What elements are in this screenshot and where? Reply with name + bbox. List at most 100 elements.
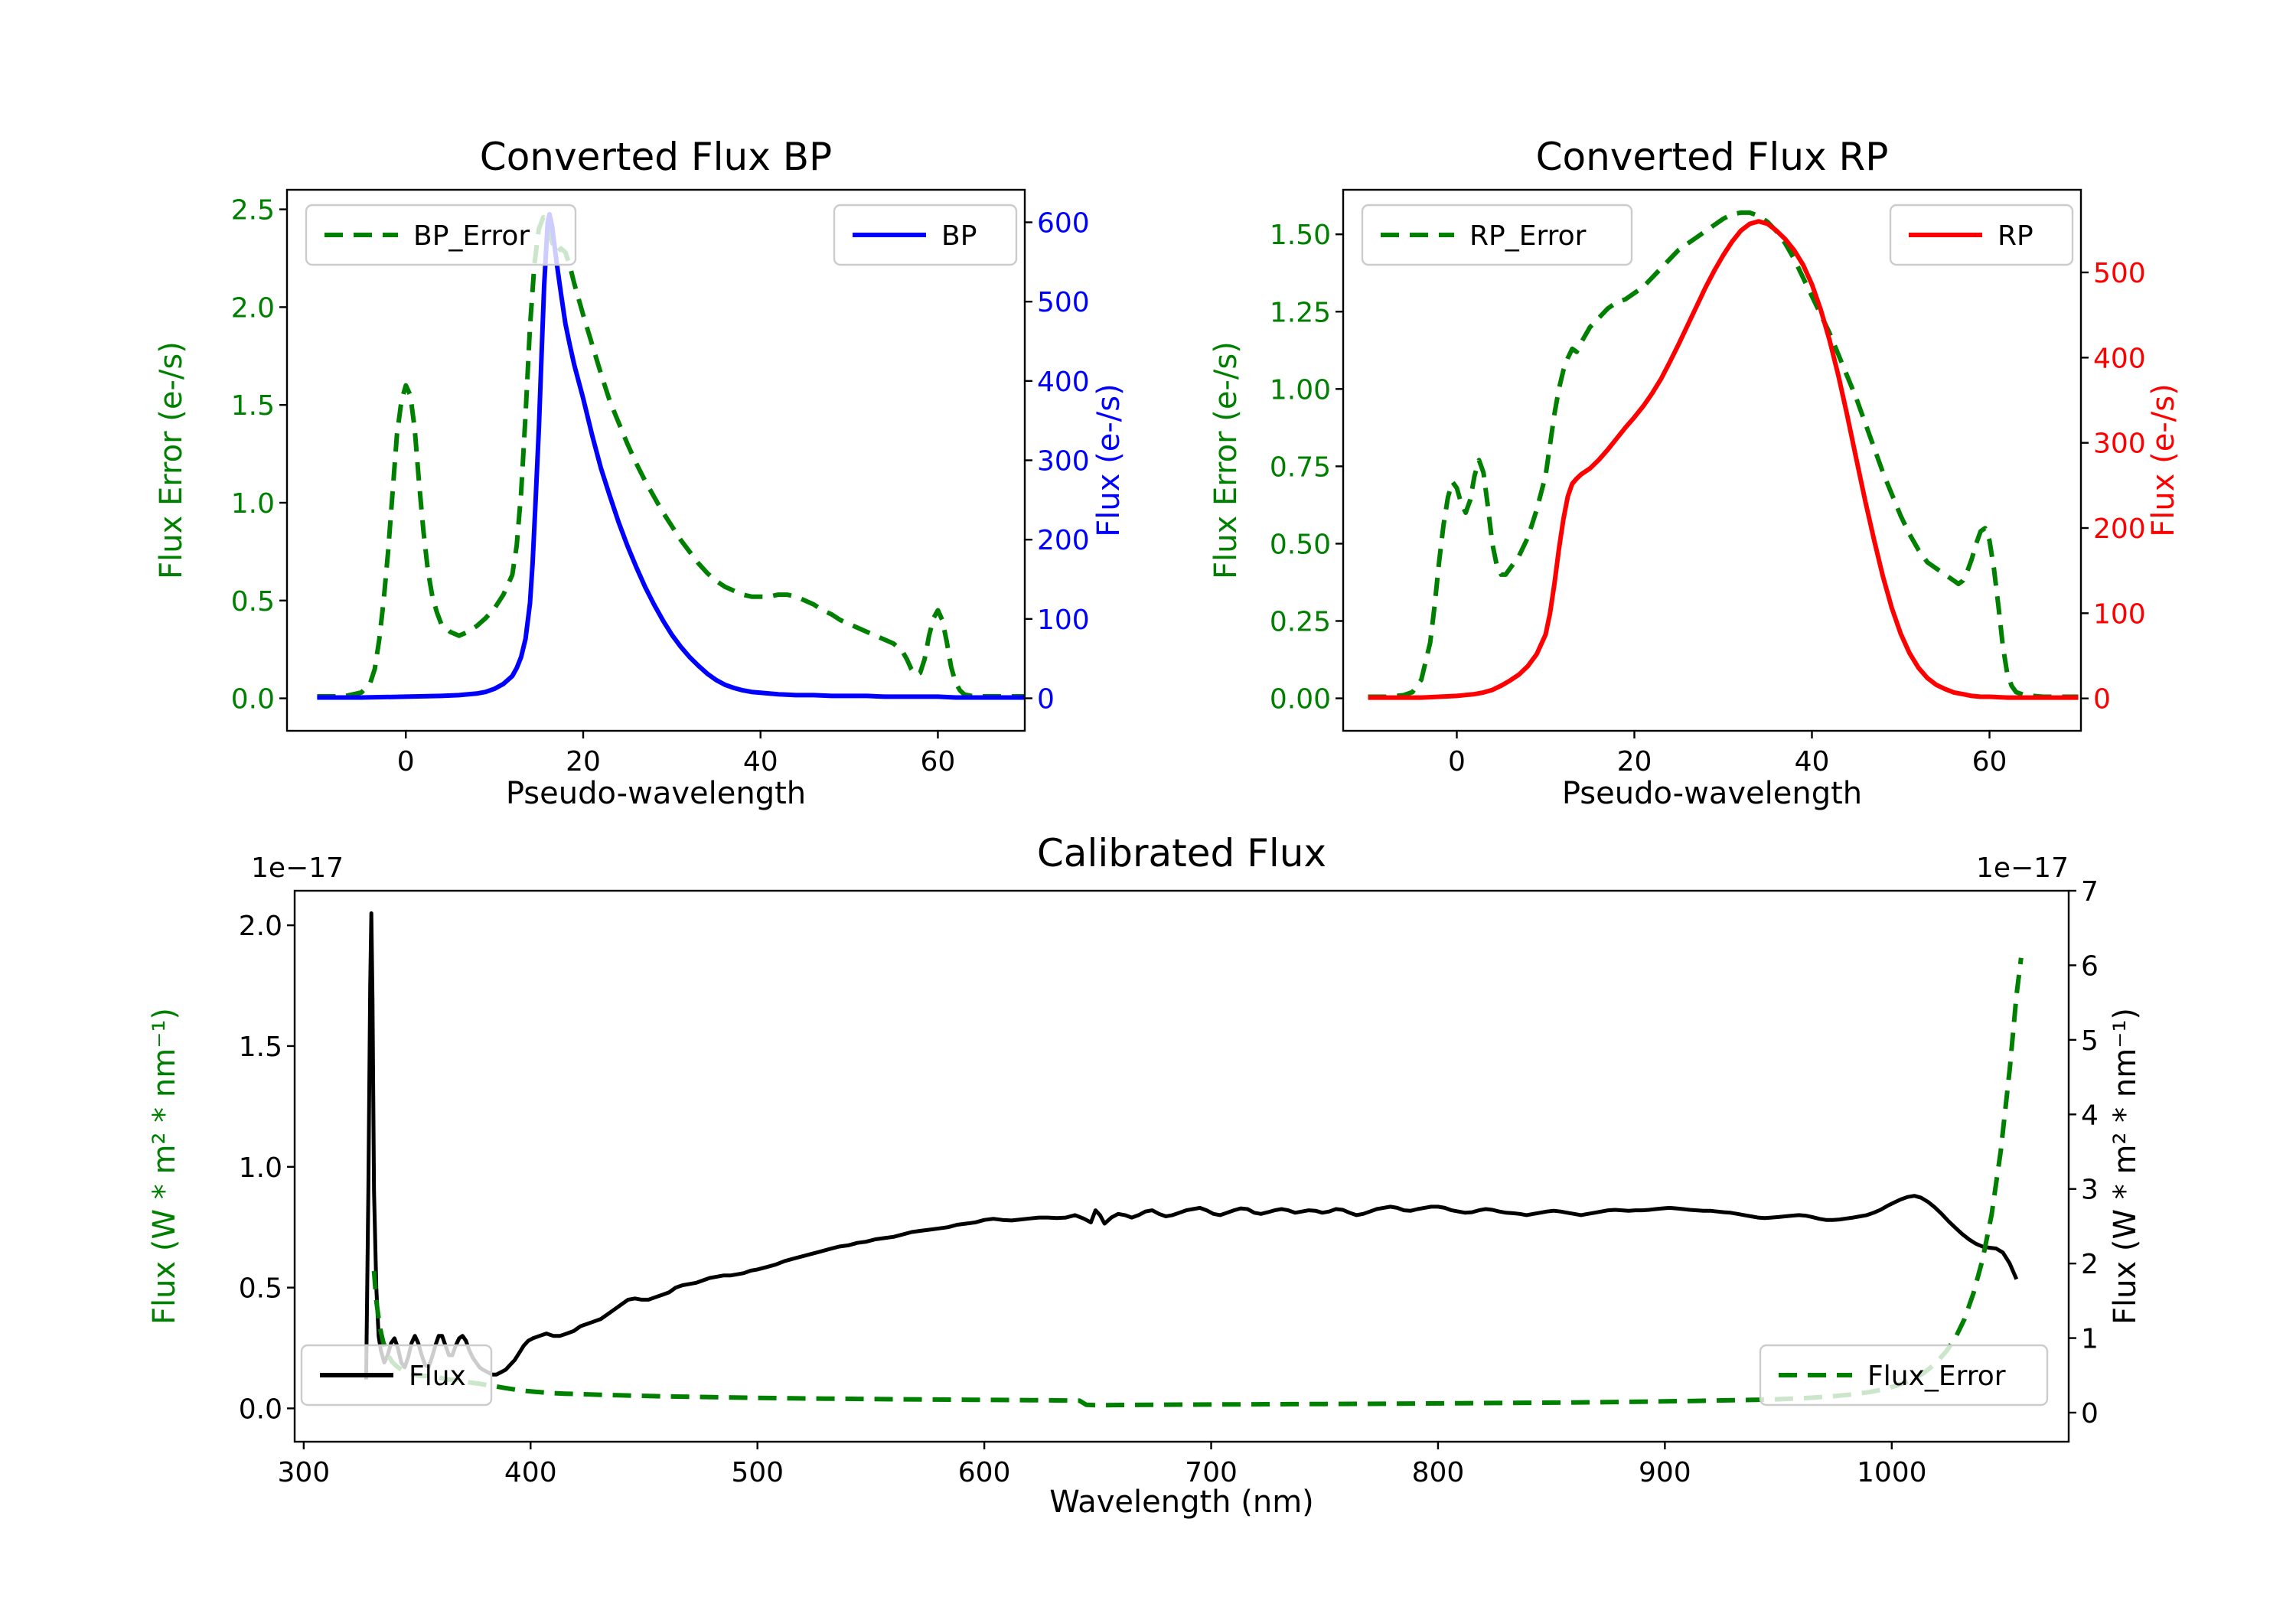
- plot-area: [364, 911, 2024, 1408]
- y-tick-label-right: 6: [2081, 950, 2099, 982]
- axes-frame: [285, 188, 1026, 732]
- series-Flux: [364, 911, 2019, 1380]
- y-tick-label-left: 1.5: [239, 1032, 282, 1063]
- y-tick-label-left: 1.0: [239, 1152, 282, 1184]
- legend-frame: [300, 1344, 493, 1407]
- y-tick-label-right: 100: [2093, 598, 2146, 630]
- y-axis-left: 0.0 0.5 1.0 1.5 2.0: [239, 911, 295, 1425]
- y-axis-right: 0 100 200 300 400 500 600: [1025, 208, 1090, 715]
- y-tick-label-right: 500: [2093, 258, 2146, 289]
- y-axis-label-right: Flux (e-/s): [1091, 383, 1127, 536]
- legend-label: Flux_Error: [1867, 1361, 2006, 1392]
- series-BP: [317, 212, 1025, 700]
- x-tick-label: 600: [958, 1457, 1011, 1488]
- y-axis-right: 0 100 200 300 400 500: [2081, 258, 2146, 715]
- y-tick-label-left: 0.0: [231, 684, 275, 715]
- series-RP: [1368, 219, 2079, 700]
- y-tick-label-right: 7: [2081, 876, 2099, 908]
- x-tick-label: 40: [1795, 746, 1830, 777]
- y-tick-label-left: 2.0: [231, 292, 275, 324]
- x-tick-label: 400: [504, 1457, 557, 1488]
- x-tick-label: 20: [566, 746, 601, 777]
- y-tick-label-right: 300: [2093, 429, 2146, 460]
- y-tick-label-left: 1.25: [1270, 297, 1331, 328]
- legend-Flux_Error: Flux_Error: [1759, 1344, 2049, 1407]
- x-tick-label: 0: [1448, 746, 1466, 777]
- y-tick-label-right: 0: [2081, 1398, 2099, 1429]
- x-axis-label: Pseudo-wavelength: [1562, 776, 1862, 811]
- chart-bp: 0 20 40 60 0.0 0.5 1.0 1.5 2.0 2.5 0 100 200 300 400 50…: [154, 135, 1127, 811]
- x-axis-label: Wavelength (nm): [1049, 1485, 1314, 1520]
- y-axis-left: 0.0 0.5 1.0 1.5 2.0 2.5: [231, 195, 287, 715]
- legend-label: Flux: [409, 1361, 466, 1392]
- y-tick-label-left: 1.00: [1270, 374, 1331, 406]
- y-tick-label-right: 0: [1037, 683, 1055, 715]
- legend-BP: BP: [833, 204, 1018, 266]
- legend-RP: RP: [1889, 204, 2074, 266]
- x-tick-label: 800: [1412, 1457, 1465, 1488]
- legend-label: RP: [1998, 220, 2033, 252]
- x-tick-label: 0: [397, 746, 415, 777]
- y-tick-label-right: 100: [1037, 605, 1090, 636]
- y-tick-label-right: 0: [2093, 684, 2111, 715]
- x-tick-label: 500: [731, 1457, 784, 1488]
- y-tick-label-right: 200: [1037, 525, 1090, 556]
- legend-frame: [305, 204, 577, 266]
- x-axis: 0 20 40 60: [1448, 731, 2007, 777]
- y-tick-label-left: 1.0: [231, 488, 275, 520]
- y-tick-label-left: 0.5: [239, 1273, 282, 1305]
- x-axis-label: Pseudo-wavelength: [506, 776, 806, 811]
- y-axis-label-right: Flux (W * m² * nm⁻¹): [2108, 1008, 2143, 1325]
- y-tick-label-left: 0.5: [231, 586, 275, 618]
- chart-title: Converted Flux BP: [480, 135, 832, 179]
- y-tick-label-right: 4: [2081, 1100, 2099, 1131]
- legend-label: BP_Error: [413, 220, 530, 252]
- y-axis-left: 0.00 0.25 0.50 0.75 1.00 1.25 1.50: [1270, 220, 1343, 715]
- y-axis-label-left: Flux (W * m² * nm⁻¹): [147, 1008, 182, 1325]
- y-tick-label-right: 2: [2081, 1249, 2099, 1280]
- y-tick-label-left: 1.50: [1270, 220, 1331, 251]
- y-axis-label-left: Flux Error (e-/s): [1208, 341, 1244, 579]
- y-axis-right: 0 1 2 3 4 5 6 7: [2069, 876, 2099, 1429]
- y-tick-label-right: 400: [1037, 367, 1090, 398]
- y-tick-label-left: 0.25: [1270, 606, 1331, 637]
- chart-title: Calibrated Flux: [1037, 831, 1326, 875]
- x-axis: 300 400 500 600 700 800 900 1000: [277, 1442, 1927, 1488]
- y-tick-label-left: 0.0: [239, 1393, 282, 1425]
- series-BP_Error: [317, 214, 1025, 699]
- x-tick-label: 300: [277, 1457, 330, 1488]
- y-tick-label-right: 500: [1037, 287, 1090, 318]
- x-tick-label: 40: [743, 746, 778, 777]
- y-tick-label-left: 1.5: [231, 390, 275, 422]
- series-RP_Error: [1368, 210, 2079, 699]
- y-axis-label-left: Flux Error (e-/s): [154, 341, 189, 579]
- legend-label: RP_Error: [1469, 220, 1587, 252]
- y-tick-label-left: 0.00: [1270, 684, 1331, 715]
- y-tick-label-left: 0.75: [1270, 451, 1331, 483]
- chart-calibrated: 300 400 500 600 700 800 900 1000 0.0 0.5 1.0 1.5 2.0…: [147, 831, 2143, 1520]
- y-tick-label-right: 200: [2093, 513, 2146, 545]
- x-tick-label: 900: [1639, 1457, 1691, 1488]
- x-tick-label: 20: [1617, 746, 1652, 777]
- x-axis: 0 20 40 60: [397, 731, 956, 777]
- y-tick-label-left: 2.0: [239, 911, 282, 942]
- legend-frame: [1759, 1344, 2049, 1407]
- legend-label: BP: [941, 220, 977, 252]
- y-tick-label-right: 400: [2093, 343, 2146, 374]
- y-tick-label-left: 0.50: [1270, 529, 1331, 560]
- chart-title: Converted Flux RP: [1536, 135, 1889, 179]
- series-Flux_Error: [371, 957, 2024, 1408]
- y-tick-label-right: 5: [2081, 1025, 2099, 1057]
- legend-RP_Error: RP_Error: [1361, 204, 1633, 266]
- y-tick-label-right: 300: [1037, 446, 1090, 478]
- offset-text-left: 1e−17: [251, 852, 344, 884]
- plot-area: [1368, 210, 2079, 700]
- legend-Flux: Flux: [300, 1344, 493, 1407]
- x-tick-label: 60: [921, 746, 956, 777]
- x-tick-label: 60: [1972, 746, 2007, 777]
- legend-BP_Error: BP_Error: [305, 204, 577, 266]
- offset-text-right: 1e−17: [1976, 852, 2069, 884]
- y-tick-label-left: 2.5: [231, 195, 275, 227]
